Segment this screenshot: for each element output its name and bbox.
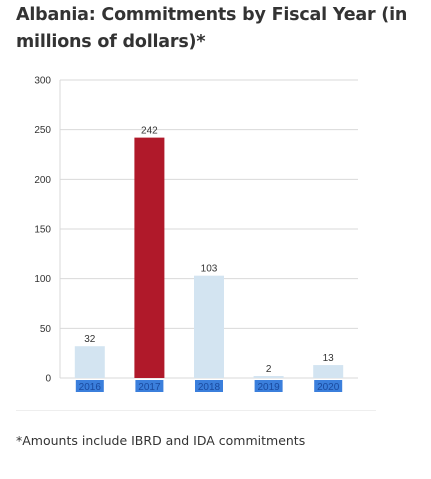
chart-title: Albania: Commitments by Fiscal Year (in … — [16, 5, 408, 52]
x-tick-label-bg — [135, 380, 164, 392]
bar-chart: 0 50 100 150 200 250 300 32 2016 242 2017 103 2018 2 2… — [34, 76, 358, 393]
x-tick-label: 2020 — [317, 382, 340, 393]
y-tick-label: 100 — [34, 274, 51, 285]
y-tick-label: 0 — [45, 374, 51, 385]
x-tick-label-bg — [75, 380, 104, 392]
data-label: 242 — [141, 126, 158, 137]
x-tick-label-bg — [254, 380, 283, 392]
data-label: 2 — [266, 364, 272, 375]
bar-2016 — [74, 346, 105, 378]
bar-2018 — [194, 275, 224, 378]
footnote: *Amounts include IBRD and IDA commitment… — [16, 433, 306, 448]
x-tick-label: 2019 — [257, 382, 280, 393]
x-tick-label-bg — [314, 380, 343, 392]
data-label: 13 — [323, 353, 335, 364]
data-label: 32 — [84, 334, 96, 345]
bar-2020 — [313, 365, 344, 378]
bar-2019 — [253, 376, 284, 378]
x-tick-label: 2018 — [198, 382, 221, 393]
y-tick-label: 300 — [34, 76, 51, 87]
x-tick-label-bg — [195, 380, 223, 392]
y-tick-label: 150 — [34, 225, 51, 236]
separator — [16, 410, 376, 411]
y-tick-label: 50 — [40, 324, 52, 335]
x-tick-label: 2016 — [79, 382, 102, 393]
bar-2017 — [134, 137, 165, 378]
y-tick-label: 250 — [34, 125, 51, 136]
data-label: 103 — [201, 264, 218, 275]
y-tick-label: 200 — [34, 175, 51, 186]
x-tick-label: 2017 — [138, 382, 161, 393]
